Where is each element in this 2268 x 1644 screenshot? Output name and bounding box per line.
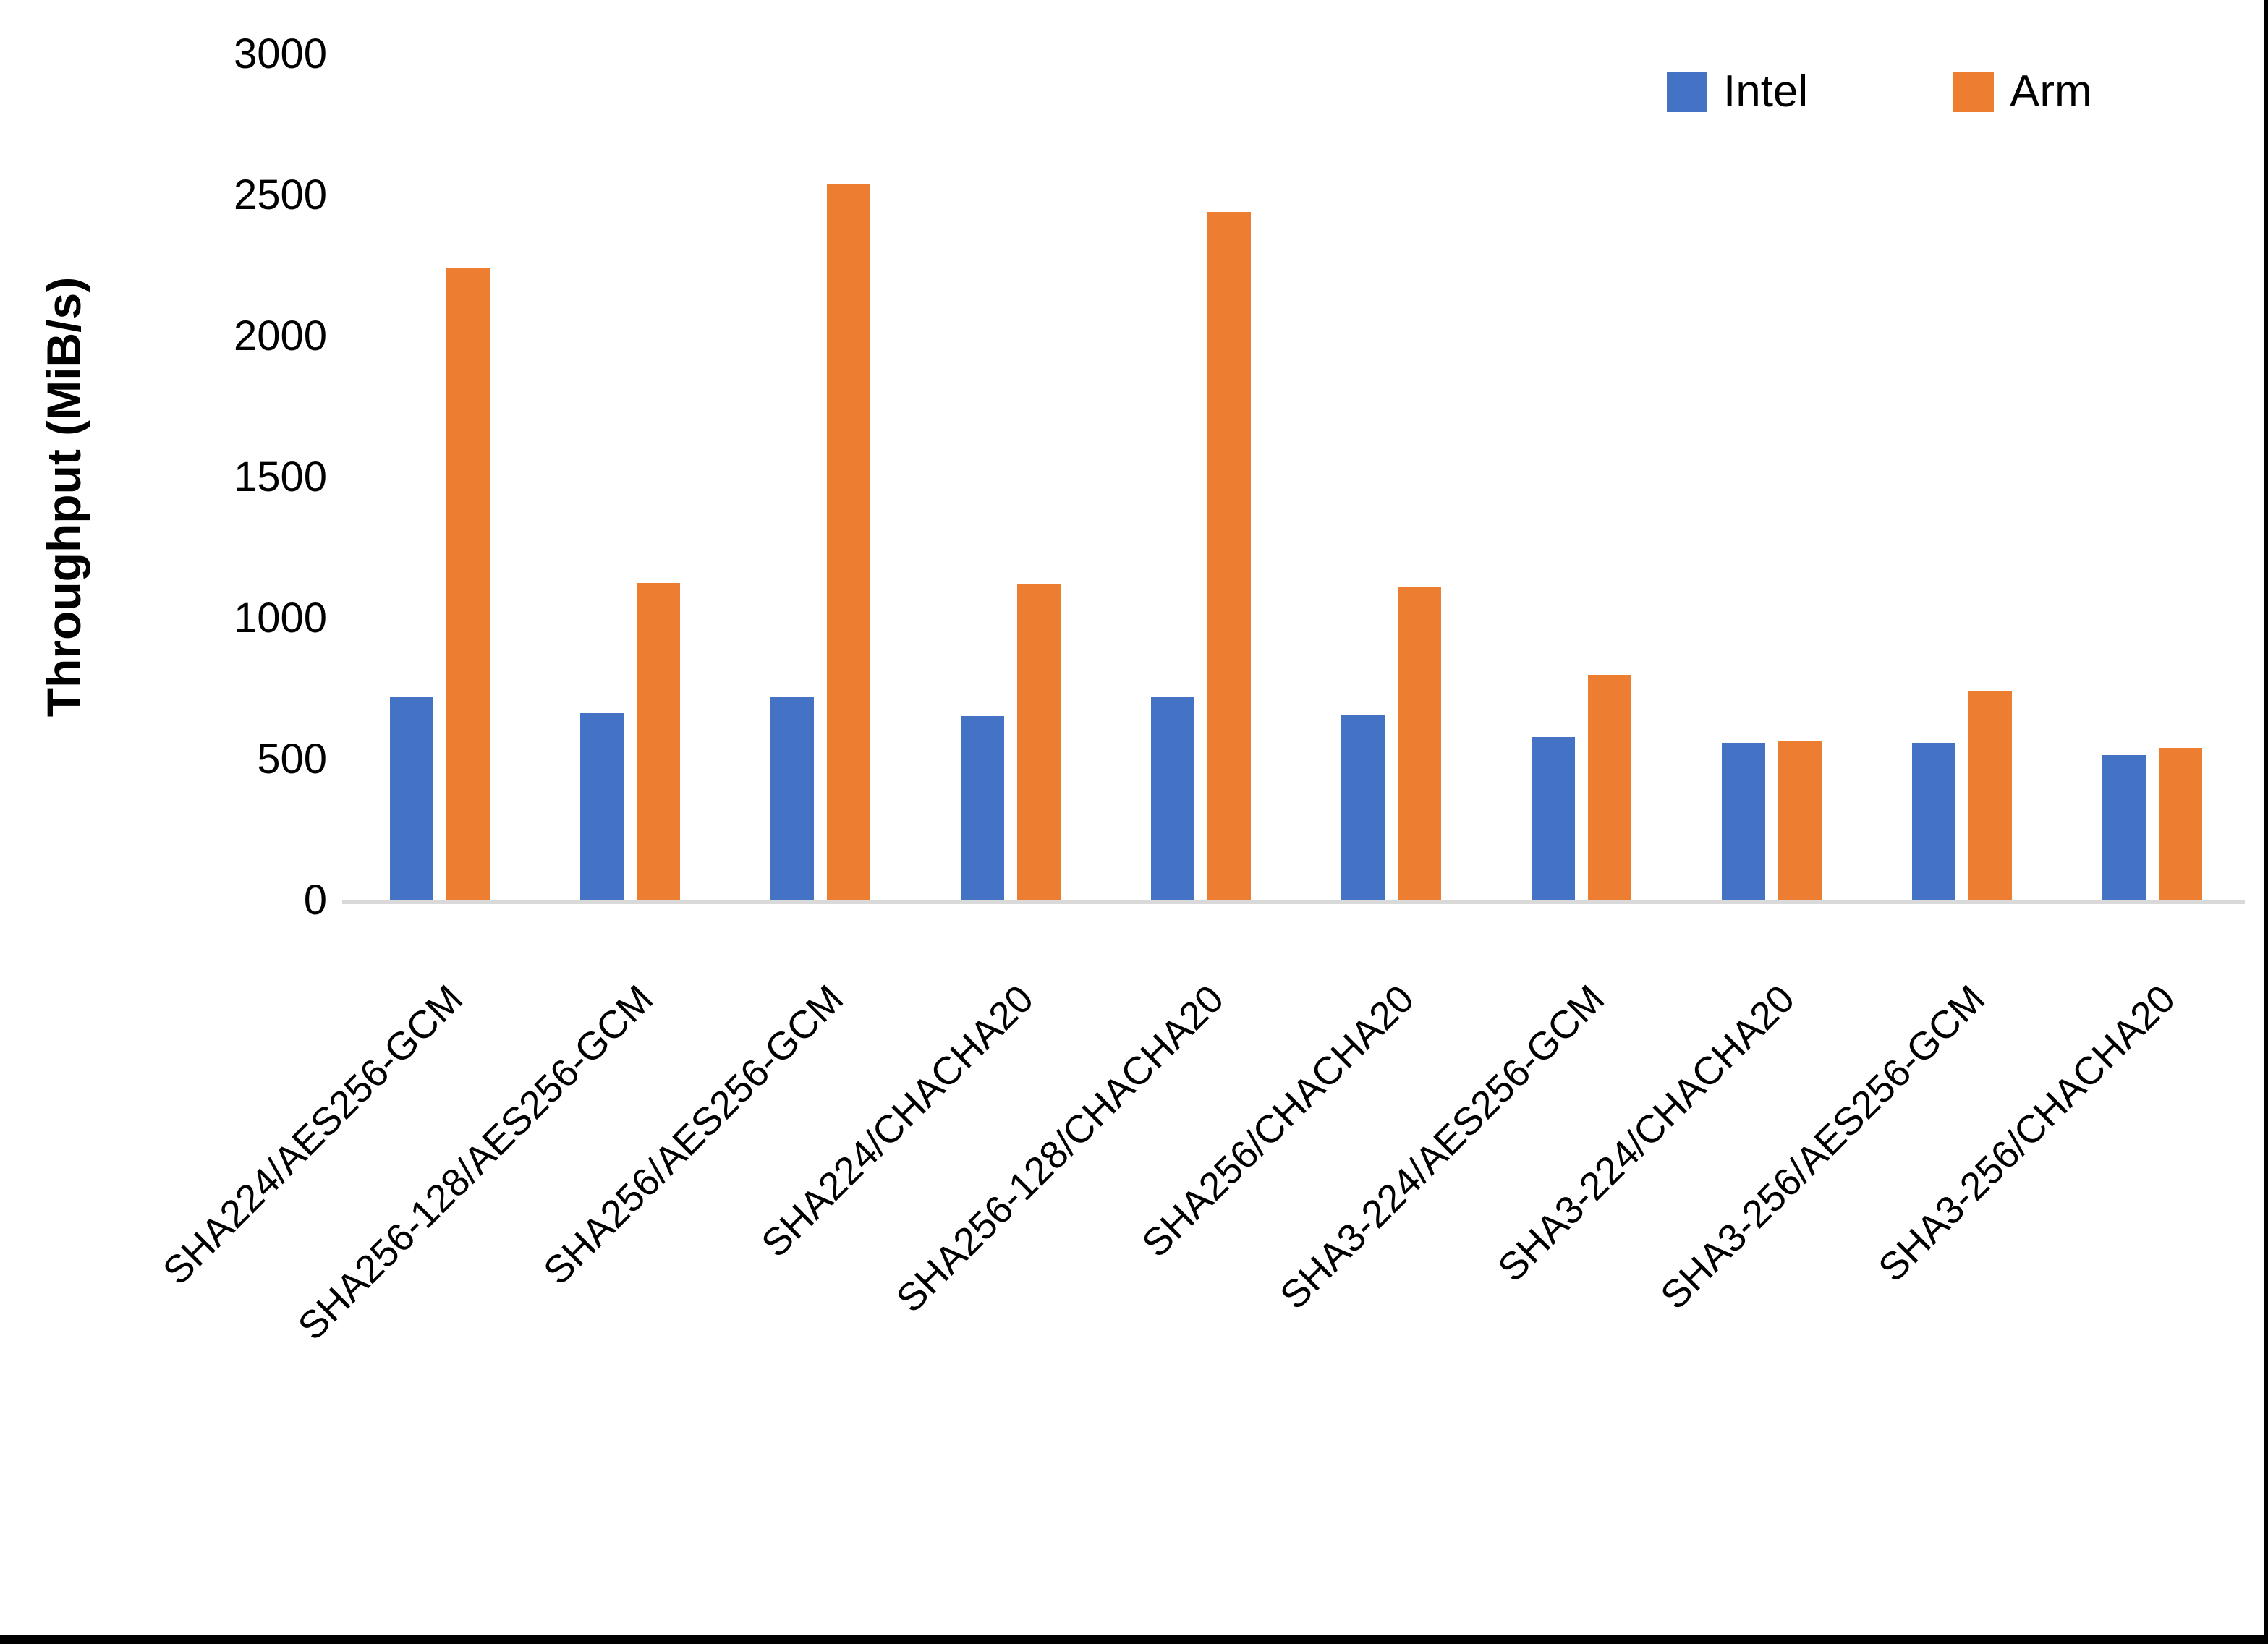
bar-arm-6: [1587, 675, 1631, 900]
bar-arm-2: [826, 184, 870, 900]
legend-swatch-intel: [1667, 72, 1707, 112]
y-tick-label-2500: 2500: [233, 171, 327, 218]
y-tick-label-2000: 2000: [233, 312, 327, 359]
bar-intel-6: [1531, 737, 1575, 900]
figure-border-bottom: [0, 1635, 2268, 1644]
bar-intel-7: [1721, 743, 1765, 900]
bar-intel-2: [770, 697, 814, 900]
y-tick-label-0: 0: [303, 877, 327, 924]
bar-intel-9: [2102, 755, 2146, 900]
legend-item-intel: Intel: [1667, 67, 1808, 117]
legend-label-arm: Arm: [2010, 67, 2092, 116]
y-tick-label-1000: 1000: [233, 595, 327, 642]
bar-arm-8: [1968, 691, 2012, 900]
bar-arm-9: [2158, 748, 2202, 900]
legend-swatch-arm: [1953, 72, 1994, 112]
bar-intel-8: [1911, 743, 1955, 900]
bar-arm-5: [1397, 587, 1441, 900]
bar-arm-1: [636, 583, 680, 900]
bar-arm-3: [1016, 584, 1061, 900]
y-tick-label-3000: 3000: [233, 30, 327, 77]
x-axis-line: [342, 900, 2245, 904]
bar-intel-3: [960, 716, 1004, 900]
bar-intel-4: [1150, 697, 1194, 900]
bar-intel-0: [389, 697, 433, 900]
bar-arm-7: [1778, 741, 1822, 900]
y-axis-title: Throughput (MiB/s): [37, 276, 90, 717]
bar-intel-5: [1341, 715, 1385, 900]
y-tick-label-500: 500: [257, 736, 327, 783]
bar-intel-1: [579, 713, 624, 900]
legend-label-intel: Intel: [1723, 67, 1809, 116]
bar-arm-0: [446, 268, 490, 900]
y-tick-label-1500: 1500: [233, 453, 327, 501]
legend-item-arm: Arm: [1953, 67, 2092, 117]
figure-border-right: [2264, 0, 2268, 1644]
bar-arm-4: [1207, 212, 1251, 900]
